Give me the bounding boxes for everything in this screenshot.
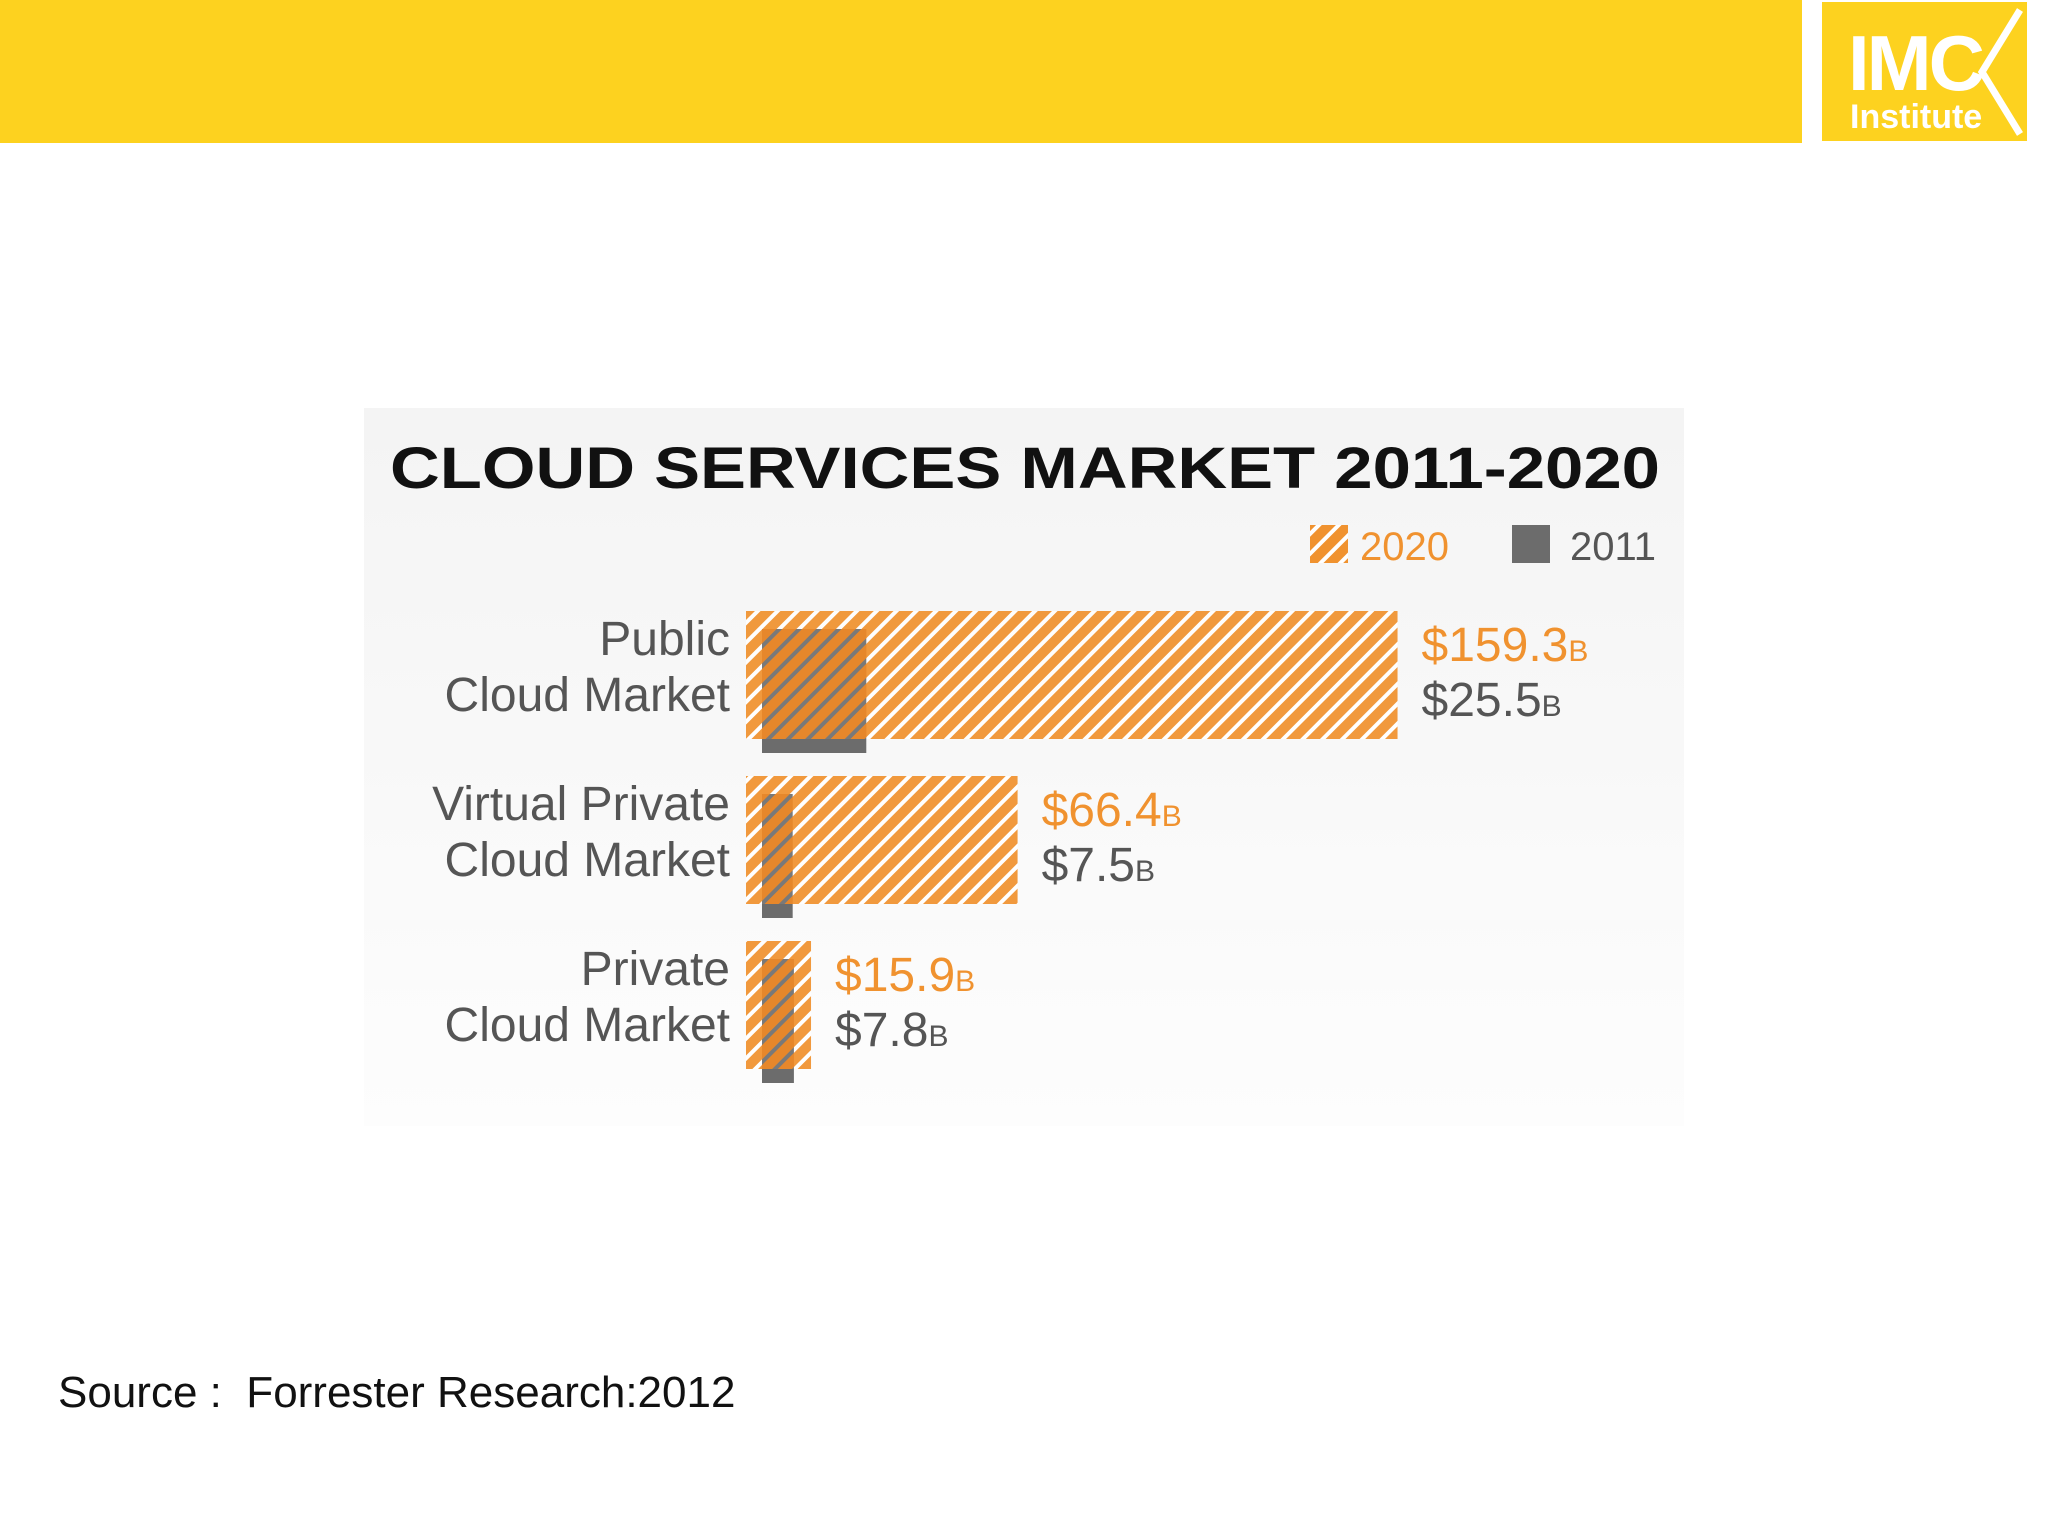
bar-overlap-1 bbox=[762, 794, 793, 904]
legend-label-2011: 2011 bbox=[1570, 525, 1656, 569]
category-label-2-line2: Cloud Market bbox=[445, 999, 730, 1052]
chart-panel: CLOUD SERVICES MARKET 2011-2020 2020 201… bbox=[364, 408, 1684, 1126]
value-label-2020-2: $15.9B bbox=[835, 949, 975, 1002]
value-label-2011-2: $7.8B bbox=[835, 1004, 948, 1057]
legend-label-2020: 2020 bbox=[1360, 525, 1449, 569]
category-label-1-line2: Cloud Market bbox=[445, 834, 730, 887]
value-label-2011-1: $7.5B bbox=[1042, 839, 1155, 892]
logo-box: IMC Institute bbox=[1822, 2, 2027, 141]
chart-title: CLOUD SERVICES MARKET 2011-2020 bbox=[390, 436, 1660, 501]
category-label-1-line1: Virtual Private bbox=[432, 778, 730, 831]
category-label-0-line2: Cloud Market bbox=[445, 669, 730, 722]
value-label-2020-1: $66.4B bbox=[1042, 784, 1182, 837]
header-band bbox=[0, 0, 1802, 143]
logo-chevron-icon bbox=[1977, 8, 2023, 136]
logo-brand: IMC bbox=[1848, 19, 1985, 107]
legend-swatch-2020 bbox=[1310, 525, 1348, 563]
logo-subtitle: Institute bbox=[1850, 98, 1983, 136]
value-label-2020-0: $159.3B bbox=[1422, 619, 1589, 672]
legend-swatch-2011 bbox=[1512, 525, 1550, 563]
bar-overlap-2 bbox=[762, 959, 794, 1069]
legend: 2020 2011 bbox=[1310, 525, 1656, 569]
bar-overlap-0 bbox=[762, 629, 867, 739]
category-label-0-line1: Public bbox=[599, 613, 730, 666]
source-note: Source : Forrester Research:2012 bbox=[58, 1368, 736, 1417]
bar-chart: CLOUD SERVICES MARKET 2011-2020 2020 201… bbox=[390, 436, 1660, 1083]
imc-logo: IMC Institute bbox=[1802, 0, 2048, 143]
category-label-2-line1: Private bbox=[581, 943, 730, 996]
value-label-2011-0: $25.5B bbox=[1422, 674, 1562, 727]
